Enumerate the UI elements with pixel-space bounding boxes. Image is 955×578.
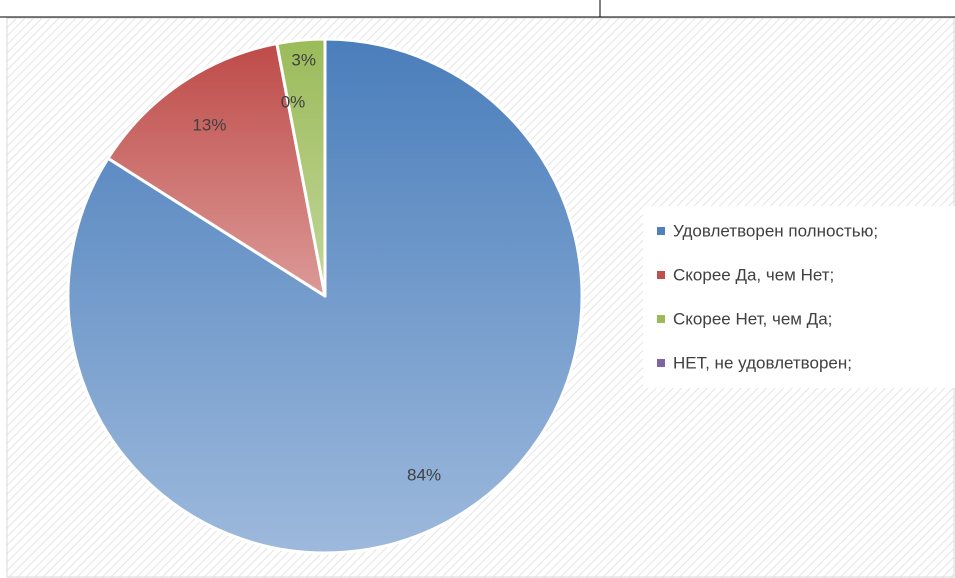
legend-label: Удовлетворен полностью; bbox=[673, 221, 878, 240]
legend-label: Скорее Нет, чем Да; bbox=[673, 309, 832, 328]
legend-swatch bbox=[657, 359, 665, 367]
pie-slice bbox=[106, 42, 327, 298]
legend-background bbox=[643, 206, 955, 388]
data-label: 0% bbox=[281, 93, 306, 112]
data-label: 3% bbox=[291, 50, 316, 69]
legend-swatch bbox=[657, 227, 665, 235]
pie-slice bbox=[66, 37, 584, 555]
legend-swatch bbox=[657, 271, 665, 279]
legend-label: Скорее Да, чем Нет; bbox=[673, 265, 834, 284]
legend: Удовлетворен полностью; Скорее Да, чем Не… bbox=[643, 206, 955, 388]
data-label: 13% bbox=[192, 115, 226, 134]
data-label: 84% bbox=[407, 466, 441, 485]
pie: 84% 13% 3% 0% bbox=[66, 37, 584, 555]
legend-swatch bbox=[657, 315, 665, 323]
legend-label: НЕТ, не удовлетворен; bbox=[673, 353, 852, 372]
